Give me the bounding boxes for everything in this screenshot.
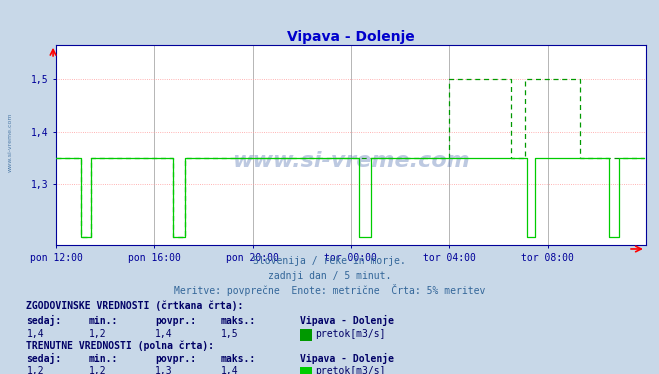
Text: maks.:: maks.: <box>221 316 256 325</box>
Text: pretok[m3/s]: pretok[m3/s] <box>315 366 386 374</box>
Text: 1,4: 1,4 <box>26 329 44 338</box>
Text: Vipava - Dolenje: Vipava - Dolenje <box>300 353 394 364</box>
Text: maks.:: maks.: <box>221 354 256 364</box>
Text: min.:: min.: <box>89 316 119 325</box>
Text: sedaj:: sedaj: <box>26 315 61 325</box>
Text: www.si-vreme.com: www.si-vreme.com <box>8 112 13 172</box>
Text: Slovenija / reke in morje.: Slovenija / reke in morje. <box>253 256 406 266</box>
Text: 1,3: 1,3 <box>155 366 173 374</box>
Title: Vipava - Dolenje: Vipava - Dolenje <box>287 30 415 44</box>
Text: ZGODOVINSKE VREDNOSTI (črtkana črta):: ZGODOVINSKE VREDNOSTI (črtkana črta): <box>26 301 244 311</box>
Text: 1,4: 1,4 <box>221 366 239 374</box>
Text: TRENUTNE VREDNOSTI (polna črta):: TRENUTNE VREDNOSTI (polna črta): <box>26 340 214 350</box>
Text: Vipava - Dolenje: Vipava - Dolenje <box>300 315 394 325</box>
Text: 1,4: 1,4 <box>155 329 173 338</box>
Text: min.:: min.: <box>89 354 119 364</box>
Text: 1,2: 1,2 <box>26 366 44 374</box>
Text: povpr.:: povpr.: <box>155 354 196 364</box>
Text: sedaj:: sedaj: <box>26 353 61 364</box>
Text: Meritve: povprečne  Enote: metrične  Črta: 5% meritev: Meritve: povprečne Enote: metrične Črta:… <box>174 283 485 295</box>
Text: 1,2: 1,2 <box>89 329 107 338</box>
Text: pretok[m3/s]: pretok[m3/s] <box>315 329 386 338</box>
Text: www.si-vreme.com: www.si-vreme.com <box>232 151 470 171</box>
Text: povpr.:: povpr.: <box>155 316 196 325</box>
Text: 1,2: 1,2 <box>89 366 107 374</box>
Text: 1,5: 1,5 <box>221 329 239 338</box>
Text: zadnji dan / 5 minut.: zadnji dan / 5 minut. <box>268 271 391 280</box>
